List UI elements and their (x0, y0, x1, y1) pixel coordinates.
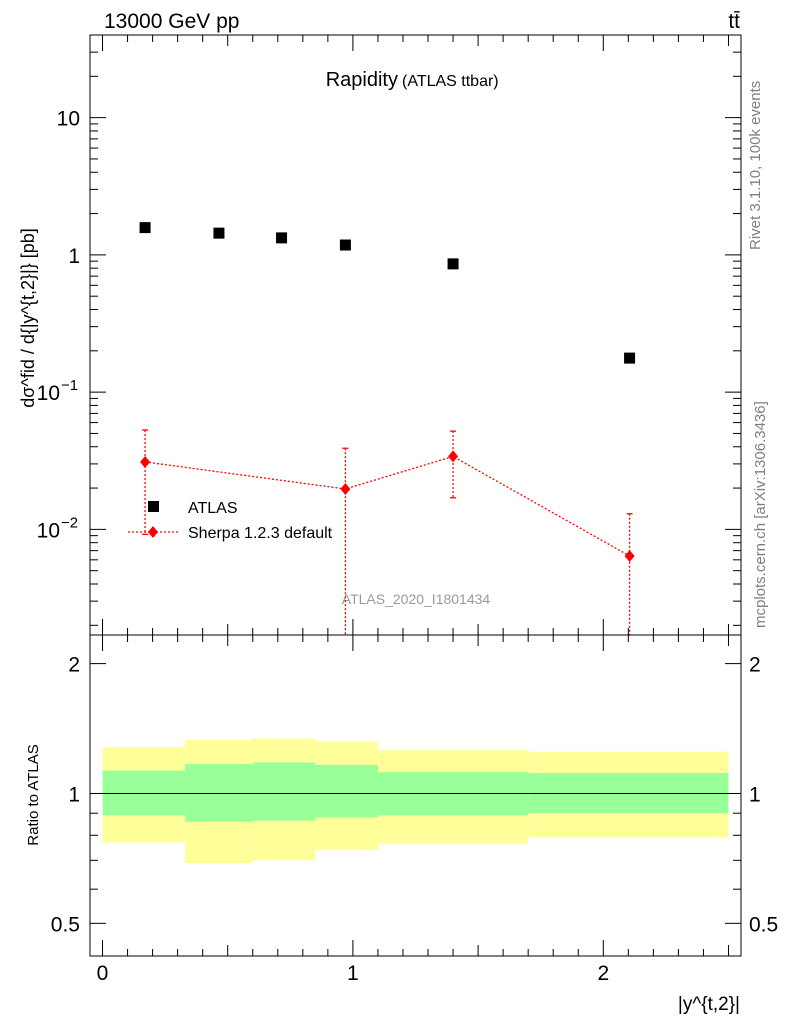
ratio-y-tick-label: 1 (68, 783, 80, 806)
y-tick-base: 1 (68, 245, 80, 268)
analysis-watermark: ATLAS_2020_I1801434 (342, 591, 491, 607)
ratio-y-tick-label: 2 (68, 654, 80, 677)
atlas-point (624, 352, 636, 364)
x-axis-label: |y^{t,2}| (678, 994, 740, 1015)
legend-sherpa-label: Sherpa 1.2.3 default (188, 525, 333, 542)
sherpa-point (448, 450, 459, 463)
mcplots-label: mcplots.cern.ch [arXiv:1306.3436] (752, 401, 769, 628)
ratio-y-tick-label-right: 2 (749, 654, 761, 677)
legend-sherpa-marker (148, 526, 158, 538)
x-tick-labels: 0 1 2 (97, 962, 609, 985)
legend-atlas-marker (148, 501, 159, 512)
legend-atlas-label: ATLAS (188, 500, 238, 517)
ratio-frame (89, 634, 742, 957)
x-tick-label: 0 (97, 962, 109, 985)
x-tick-label: 2 (597, 962, 609, 985)
chart-title: Rapidity (326, 69, 398, 91)
atlas-point (276, 232, 288, 244)
legend: ATLAS Sherpa 1.2.3 default (128, 500, 333, 542)
process-label: tt̄ (728, 10, 740, 33)
x-tick-label: 1 (347, 962, 359, 985)
atlas-point (213, 227, 225, 239)
main-ticks (90, 34, 741, 635)
y-tick-label: 10 (57, 108, 80, 131)
ratio-panel: 0.5 0.5 1 1 2 2 0 1 2 Ratio to ATLAS |y^{t,2}| (25, 634, 778, 1015)
y-tick-exponent: −1 (61, 377, 78, 394)
ratio-bands (102, 738, 729, 863)
energy-label: 13000 GeV pp (104, 10, 239, 33)
y-tick-label: 10 −1 (37, 377, 78, 405)
ratio-band-segment (185, 764, 253, 822)
atlas-point (339, 239, 351, 251)
y-axis-label: dσ^fid / d{|y^{t,2}|} [pb] (18, 228, 38, 407)
sherpa-point (624, 549, 635, 562)
y-tick-base: 10 (57, 108, 80, 131)
ratio-band-segment (315, 764, 378, 818)
ratio-band-segment (102, 770, 186, 816)
ratio-y-tick-label-right: 1 (749, 783, 761, 806)
sherpa-series (140, 429, 635, 635)
ratio-y-tick-label-right: 0.5 (749, 913, 778, 936)
chart-subtitle: (ATLAS ttbar) (402, 73, 499, 90)
ratio-ytick-labels: 0.5 0.5 1 1 2 2 (51, 654, 778, 937)
y-tick-label: 10 −2 (37, 514, 78, 542)
atlas-point (447, 258, 459, 270)
y-tick-base: 10 (37, 519, 60, 542)
rivet-label: Rivet 3.1.10, 100k events (747, 81, 764, 250)
sherpa-line (144, 455, 630, 557)
atlas-point (139, 222, 151, 234)
y-tick-label: 1 (68, 245, 80, 268)
ratio-band-segment (252, 762, 316, 821)
y-tick-exponent: −2 (61, 514, 78, 531)
ratio-y-tick-label: 0.5 (51, 913, 80, 936)
atlas-series (139, 222, 636, 364)
ratio-y-axis-label: Ratio to ATLAS (25, 744, 42, 845)
sherpa-point (140, 455, 151, 468)
main-frame (89, 34, 742, 636)
sherpa-point (340, 482, 351, 495)
ratio-ticks (90, 635, 741, 956)
y-tick-base: 10 (37, 382, 60, 405)
